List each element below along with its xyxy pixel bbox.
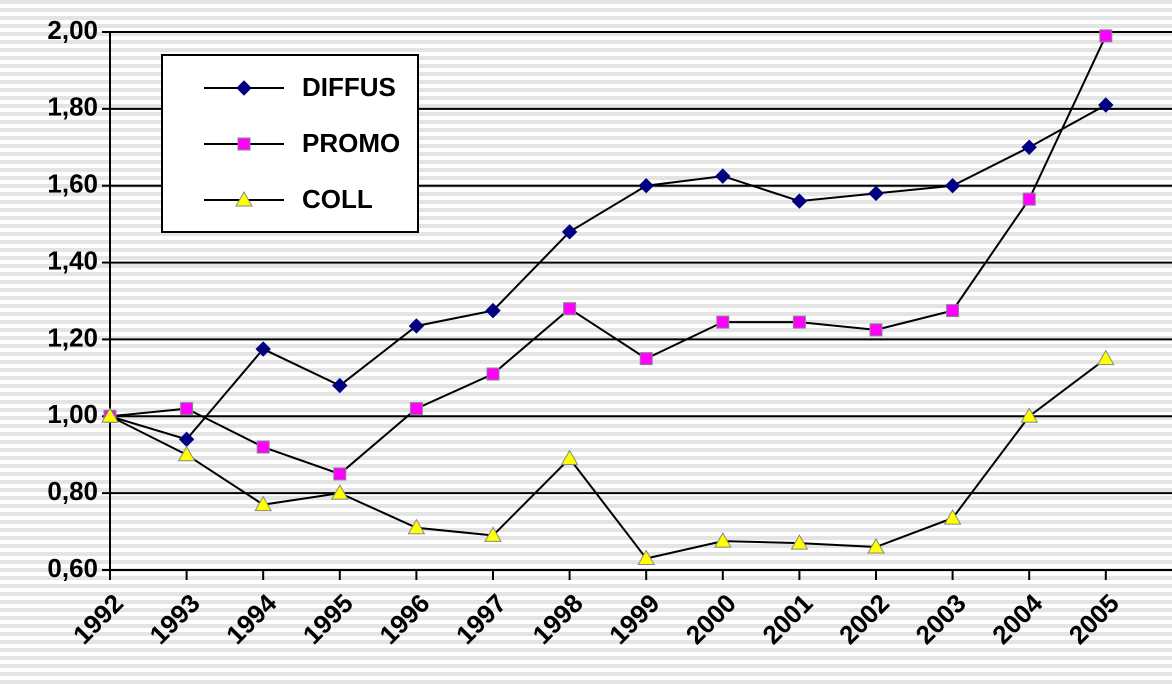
marker — [944, 178, 961, 194]
marker — [792, 315, 806, 329]
marker — [715, 168, 731, 184]
marker — [484, 526, 502, 542]
marker — [560, 449, 579, 466]
marker — [638, 178, 654, 194]
marker — [869, 323, 883, 337]
y-tick-label: 1,80 — [47, 92, 98, 122]
marker — [333, 467, 347, 481]
marker — [255, 341, 271, 357]
series-line — [109, 357, 1107, 560]
y-tick-label: 0,80 — [47, 476, 98, 506]
marker — [485, 302, 501, 319]
marker — [408, 318, 425, 334]
marker — [254, 495, 273, 512]
marker — [1099, 29, 1113, 43]
marker — [943, 509, 962, 525]
marker — [409, 402, 423, 416]
legend-marker — [236, 80, 252, 96]
y-tick-label: 1,20 — [47, 322, 98, 352]
marker — [713, 532, 732, 548]
marker — [1022, 192, 1036, 206]
legend-marker — [235, 190, 253, 207]
marker — [563, 302, 577, 316]
y-tick-label: 1,00 — [47, 399, 98, 429]
y-tick-label: 0,60 — [47, 553, 98, 583]
marker — [486, 367, 500, 381]
marker — [1020, 407, 1039, 423]
marker — [946, 304, 960, 318]
legend-label: COLL — [302, 184, 373, 214]
marker — [791, 193, 808, 209]
marker — [101, 407, 119, 423]
marker — [716, 315, 730, 329]
y-tick-label: 2,00 — [47, 15, 98, 45]
marker — [407, 518, 426, 535]
series-line — [109, 35, 1107, 476]
marker — [330, 484, 349, 500]
marker — [1021, 139, 1037, 155]
marker — [180, 402, 194, 416]
marker — [332, 377, 348, 394]
y-tick-label: 1,40 — [47, 245, 98, 275]
legend-marker — [237, 137, 251, 151]
marker — [637, 549, 656, 565]
marker — [868, 185, 884, 202]
y-tick-label: 1,60 — [47, 169, 98, 199]
legend-label: DIFFUS — [302, 72, 396, 102]
marker — [1098, 97, 1114, 113]
marker — [256, 440, 270, 454]
legend-label: PROMO — [302, 128, 400, 158]
marker — [639, 352, 653, 366]
marker — [867, 537, 885, 554]
series-line — [109, 104, 1107, 441]
marker — [790, 534, 809, 550]
marker — [561, 224, 578, 240]
marker — [1096, 349, 1115, 366]
marker — [177, 445, 196, 462]
